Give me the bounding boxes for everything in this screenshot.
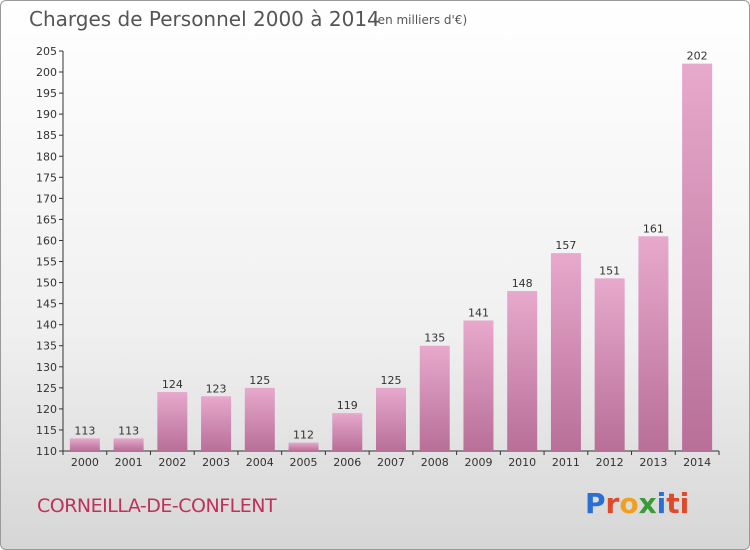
data-label: 125 (249, 374, 270, 387)
x-tick-label: 2014 (683, 456, 711, 469)
y-tick-label: 140 (36, 319, 57, 332)
x-tick-label: 2009 (464, 456, 492, 469)
commune-name: CORNEILLA-DE-CONFLENT (37, 495, 277, 517)
bar (332, 413, 363, 451)
x-tick-label: 2007 (377, 456, 405, 469)
y-tick-label: 150 (36, 277, 57, 290)
bar (682, 63, 713, 451)
logo-letter: P (585, 487, 606, 520)
logo-letter: o (619, 487, 639, 520)
data-label: 119 (337, 399, 358, 412)
y-tick-label: 145 (36, 298, 57, 311)
bar (288, 442, 319, 451)
data-labels: 113 113 124 123 125 112 119 125 135 141 148 157 151 1… (74, 50, 707, 442)
y-axis: 110 115 120 125 130 135 140 145 150 155 160 165 170 1… (36, 45, 64, 458)
x-tick-label: 2012 (596, 456, 624, 469)
data-label: 141 (468, 306, 489, 319)
y-tick-label: 180 (36, 150, 57, 163)
x-tick-label: 2001 (115, 456, 143, 469)
x-tick-label: 2008 (421, 456, 449, 469)
bar (507, 291, 538, 451)
logo-letter: i (656, 487, 667, 520)
x-tick-label: 2013 (639, 456, 667, 469)
x-tick-label: 2003 (202, 456, 230, 469)
data-label: 148 (512, 277, 533, 290)
bar (376, 387, 406, 451)
bar (638, 236, 669, 451)
y-tick-label: 185 (36, 129, 57, 142)
bar (69, 438, 100, 451)
logo-letter: ti (666, 487, 690, 520)
data-label: 113 (118, 424, 139, 437)
chart-title: Charges de Personnel 2000 à 2014 (29, 7, 380, 31)
y-tick-label: 160 (36, 234, 57, 247)
y-tick-label: 130 (36, 361, 57, 374)
y-tick-label: 170 (36, 192, 57, 205)
y-tick-label: 195 (36, 87, 57, 100)
bar (201, 396, 232, 451)
x-tick-label: 2005 (290, 456, 318, 469)
y-tick-label: 120 (36, 403, 57, 416)
y-tick-label: 135 (36, 340, 57, 353)
data-label: 161 (643, 222, 664, 235)
proxiti-logo[interactable]: Proxiti (585, 487, 689, 520)
data-label: 135 (424, 332, 445, 345)
y-tick-label: 125 (36, 382, 57, 395)
data-label: 151 (599, 264, 620, 277)
x-axis: 2000 2001 2002 2003 2004 2005 2006 2007 2008 2009… (62, 450, 720, 469)
x-tick-label: 2000 (71, 456, 99, 469)
x-tick-label: 2011 (552, 456, 580, 469)
data-label: 124 (162, 378, 183, 391)
y-tick-label: 175 (36, 171, 57, 184)
y-tick-label: 155 (36, 256, 57, 269)
bars (69, 63, 713, 451)
y-tick-label: 110 (36, 445, 57, 458)
x-tick-label: 2002 (158, 456, 186, 469)
bar (463, 320, 494, 451)
y-tick-label: 115 (36, 424, 57, 437)
bar (594, 278, 625, 451)
data-label: 157 (555, 239, 576, 252)
y-tick-label: 190 (36, 108, 57, 121)
data-label: 113 (74, 424, 95, 437)
data-label: 112 (293, 429, 314, 442)
bar (244, 387, 275, 451)
logo-letter: r (605, 487, 620, 520)
x-tick-label: 2004 (246, 456, 274, 469)
bar (550, 253, 581, 451)
bar (113, 438, 144, 451)
y-tick-label: 165 (36, 213, 57, 226)
logo-letter: x (638, 487, 657, 520)
x-tick-label: 2006 (333, 456, 361, 469)
data-label: 125 (381, 374, 402, 387)
data-label: 123 (206, 382, 227, 395)
bar (419, 345, 450, 451)
y-tick-label: 200 (36, 66, 57, 79)
bar (157, 392, 188, 451)
data-label: 202 (687, 50, 708, 63)
y-tick-label: 205 (36, 45, 57, 58)
chart-unit-label: (en milliers d'€) (373, 13, 468, 27)
x-tick-label: 2010 (508, 456, 536, 469)
